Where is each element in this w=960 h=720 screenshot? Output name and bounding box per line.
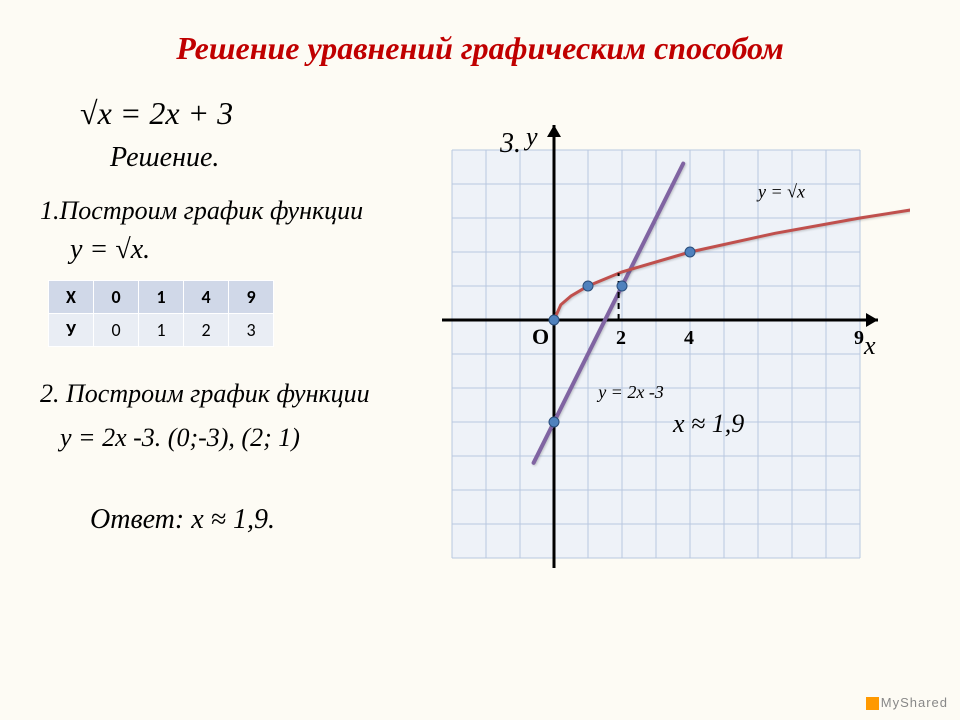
left-column: √х = 2х + 3 Решение. 1.Построим график ф… xyxy=(40,95,480,536)
svg-text:х ≈ 1,9: х ≈ 1,9 xyxy=(672,409,744,438)
function-2: у = 2х -3. (0;-3), (2; 1) xyxy=(60,421,480,455)
table-row: Х 0 1 4 9 xyxy=(49,280,274,313)
svg-text:4: 4 xyxy=(684,327,694,349)
chart-svg: Ох у 2 4 9 у = √х у = 2х -3 х ≈ 1,9 xyxy=(422,100,910,608)
equation: √х = 2х + 3 xyxy=(80,95,480,132)
chart: Ох у 2 4 9 у = √х у = 2х -3 х ≈ 1,9 xyxy=(422,100,910,613)
xy-table: Х 0 1 4 9 У 0 1 2 3 xyxy=(48,280,274,347)
table-row: У 0 1 2 3 xyxy=(49,313,274,346)
svg-text:О: О xyxy=(532,324,549,349)
page-title: Решение уравнений графическим способом xyxy=(0,0,960,67)
step-3-label: 3. xyxy=(500,128,521,160)
step-2-text: 2. Построим график функции xyxy=(40,377,480,411)
watermark: MyShared xyxy=(866,695,948,710)
function-1: у = √х. xyxy=(70,234,480,266)
svg-text:у: у xyxy=(523,122,538,151)
svg-text:у = 2х -3: у = 2х -3 xyxy=(596,382,664,402)
svg-text:х: х xyxy=(863,331,876,360)
svg-text:9: 9 xyxy=(854,327,864,349)
svg-text:у = √х: у = √х xyxy=(756,182,805,202)
step-1-text: 1.Построим график функции xyxy=(40,194,480,228)
svg-text:2: 2 xyxy=(616,327,626,349)
